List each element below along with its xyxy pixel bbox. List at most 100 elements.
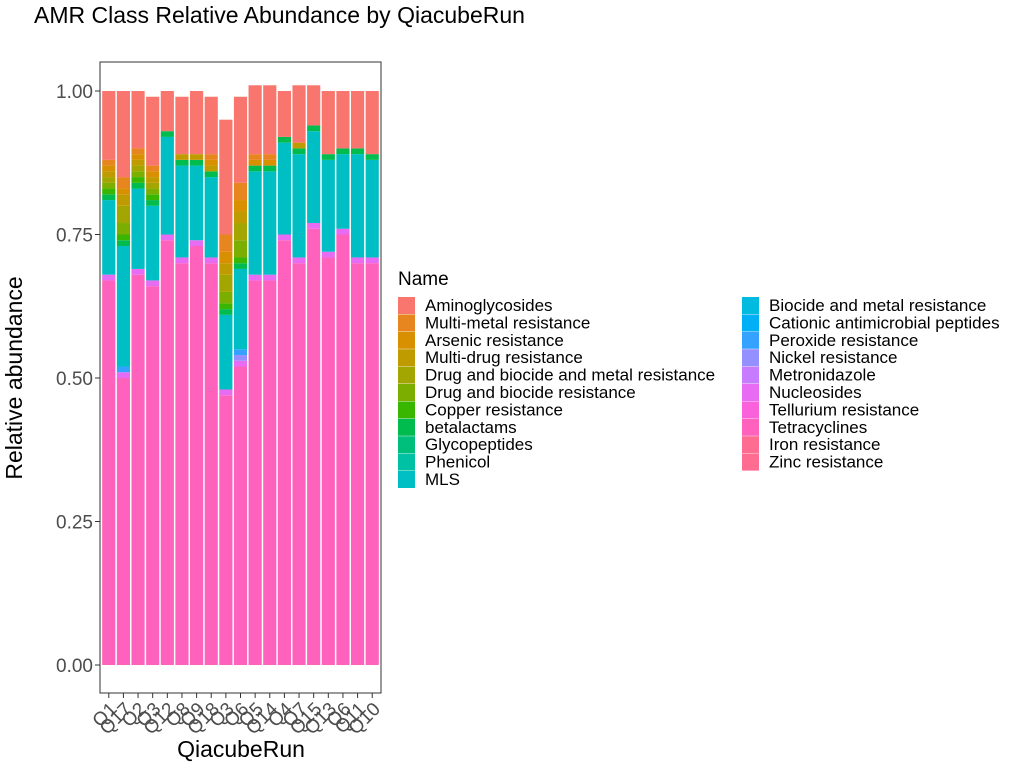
- bar-segment: [116, 378, 131, 665]
- legend-swatch: [398, 401, 415, 419]
- bar-segment: [146, 165, 160, 172]
- bar-segment: [116, 372, 131, 378]
- legend-swatch: [742, 418, 759, 436]
- legend-swatch: [742, 384, 759, 401]
- bar-segment: [365, 159, 379, 258]
- bar-segment: [219, 314, 233, 390]
- bar-segment: [116, 194, 131, 206]
- bar-segment: [248, 280, 262, 665]
- bar-segment: [175, 159, 189, 166]
- bar-segment: [204, 96, 218, 155]
- y-tick-label: 0.50: [56, 369, 93, 390]
- bar-segment: [116, 91, 131, 178]
- bar-segment: [102, 159, 116, 166]
- bar-segment: [365, 257, 379, 264]
- bar-segment: [233, 257, 248, 264]
- bar-segment: [116, 223, 131, 235]
- plot-area: 0.000.250.500.751.00Q1Q17Q2Q3Q12Q8Q9Q18Q…: [56, 61, 385, 739]
- bar-segment: [204, 159, 218, 166]
- legend-swatch: [742, 453, 759, 471]
- bar-segment: [160, 131, 174, 137]
- legend-label: Drug and biocide and metal resistance: [425, 366, 715, 385]
- bar-segment: [233, 211, 248, 224]
- legend-swatch: [742, 401, 759, 419]
- legend-label: betalactams: [425, 418, 517, 437]
- bar-segment: [131, 148, 145, 155]
- bar-segment: [233, 263, 248, 269]
- bar-segment: [146, 194, 160, 201]
- legend-label: Tellurium resistance: [769, 400, 919, 419]
- bar-segment: [190, 240, 204, 246]
- bar-segment: [321, 91, 335, 155]
- bar-segment: [116, 240, 131, 246]
- bar-segment: [146, 286, 160, 665]
- bar-segment: [160, 240, 174, 666]
- bar-segment: [175, 263, 189, 665]
- bar-segment: [131, 274, 145, 665]
- bar-segment: [131, 171, 145, 178]
- bar-segment: [219, 263, 233, 275]
- bar-segment: [131, 182, 145, 189]
- bar-segment: [350, 148, 365, 155]
- bar-segment: [102, 177, 116, 183]
- bar-segment: [233, 366, 248, 665]
- bar-segment: [146, 171, 160, 178]
- bar-segment: [146, 182, 160, 189]
- legend-swatch: [398, 297, 415, 314]
- bar-segment: [190, 159, 204, 166]
- legend-swatch: [742, 366, 759, 384]
- bar-segment: [263, 274, 277, 281]
- legend-swatch: [742, 349, 759, 367]
- bar-segment: [204, 257, 218, 264]
- legend-swatch: [398, 471, 415, 488]
- legend-label: Nucleosides: [769, 383, 862, 402]
- legend-label: Glycopeptides: [425, 435, 533, 454]
- x-axis-label: QiacubeRun: [177, 736, 305, 762]
- bar-segment: [277, 240, 291, 666]
- legend-label: Cationic antimicrobial peptides: [769, 313, 1000, 332]
- bar-segment: [146, 188, 160, 195]
- legend-label: Multi-drug resistance: [425, 348, 583, 367]
- bar-segment: [350, 257, 365, 264]
- bar-segment: [131, 154, 145, 160]
- legend-swatch: [398, 314, 415, 332]
- bar-segment: [233, 268, 248, 350]
- bar-segment: [116, 234, 131, 241]
- bar-segment: [292, 263, 306, 665]
- bar-segment: [248, 171, 262, 275]
- bar-segment: [350, 154, 365, 258]
- bar-segment: [365, 91, 379, 155]
- bar-segment: [248, 274, 262, 281]
- legend-swatch: [398, 436, 415, 454]
- bar-segment: [131, 188, 145, 269]
- bar-segment: [233, 349, 248, 356]
- bar-segment: [292, 142, 306, 149]
- legend-label: Nickel resistance: [769, 348, 898, 367]
- bar-segment: [233, 360, 248, 367]
- bar-segment: [131, 268, 145, 275]
- bar-segment: [336, 234, 350, 665]
- bar-segment: [131, 91, 145, 149]
- bar-segment: [146, 96, 160, 166]
- bar-segment: [321, 159, 335, 252]
- legend-swatch: [742, 314, 759, 332]
- bar-segment: [175, 165, 189, 258]
- bar-segment: [190, 91, 204, 155]
- bar-segment: [336, 228, 350, 235]
- bar-segment: [116, 177, 131, 189]
- bar-segment: [219, 389, 233, 396]
- legend-swatch: [398, 366, 415, 384]
- bar-segment: [190, 165, 204, 241]
- y-tick-label: 0.25: [56, 513, 93, 534]
- bar-segment: [263, 159, 277, 166]
- bar-segment: [233, 240, 248, 258]
- bar-segment: [336, 91, 350, 149]
- bar-segment: [336, 148, 350, 155]
- bar-segment: [248, 165, 262, 172]
- bar-segment: [175, 96, 189, 155]
- legend-label: Tetracyclines: [769, 418, 867, 437]
- bar-segment: [248, 85, 262, 155]
- bar-segment: [365, 263, 379, 665]
- bar-segment: [102, 274, 116, 281]
